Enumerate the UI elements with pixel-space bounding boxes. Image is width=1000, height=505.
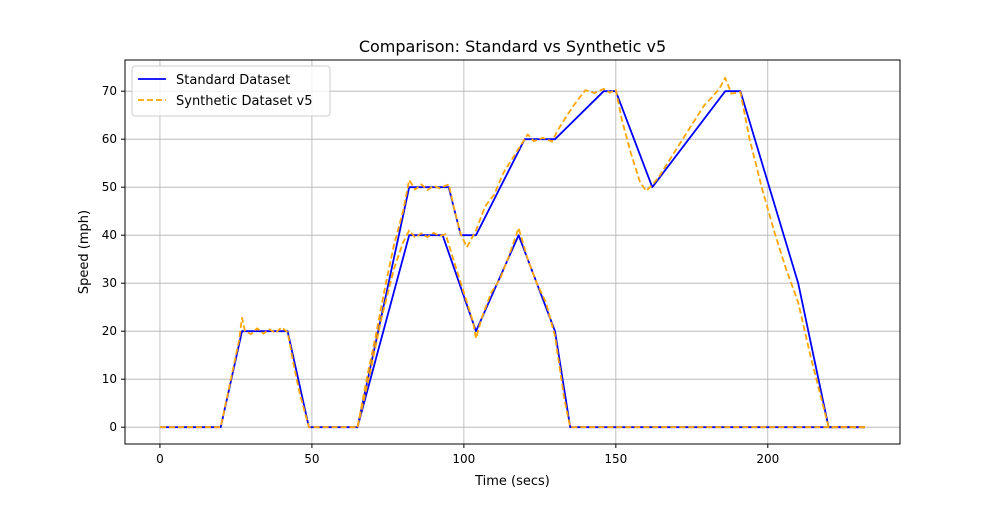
plot-frame (124, 59, 901, 445)
synthetic-series-line-2 (160, 76, 865, 429)
x-tick-label: 150 (604, 452, 627, 466)
legend: Standard Dataset Synthetic Dataset v5 (131, 65, 331, 117)
x-tick-label: 200 (756, 452, 779, 466)
y-tick-label: 20 (102, 324, 117, 338)
series-lines (160, 76, 865, 429)
y-tick-label: 70 (102, 84, 117, 98)
y-axis-label: Speed (mph) (77, 210, 92, 294)
legend-box (131, 65, 331, 117)
chart-title: Comparison: Standard vs Synthetic v5 (359, 37, 666, 56)
y-tick-label: 30 (102, 276, 117, 290)
x-axis-label: Time (secs) (474, 474, 550, 489)
standard-series-line-0 (160, 90, 865, 429)
legend-label-synthetic: Synthetic Dataset v5 (176, 94, 313, 109)
y-tick-label: 0 (109, 420, 117, 434)
y-tick-label: 50 (102, 180, 117, 194)
x-tick-label: 100 (452, 452, 475, 466)
y-tick-label: 40 (102, 228, 117, 242)
synthetic-series-line-3 (356, 227, 865, 429)
legend-label-standard: Standard Dataset (176, 73, 290, 88)
y-tick-label: 10 (102, 372, 117, 386)
axis-ticks: 0 50 100 150 200 0 10 20 30 40 50 60 70 (102, 84, 780, 466)
y-tick-label: 60 (102, 132, 117, 146)
x-tick-label: 50 (304, 452, 319, 466)
x-tick-label: 0 (156, 452, 164, 466)
